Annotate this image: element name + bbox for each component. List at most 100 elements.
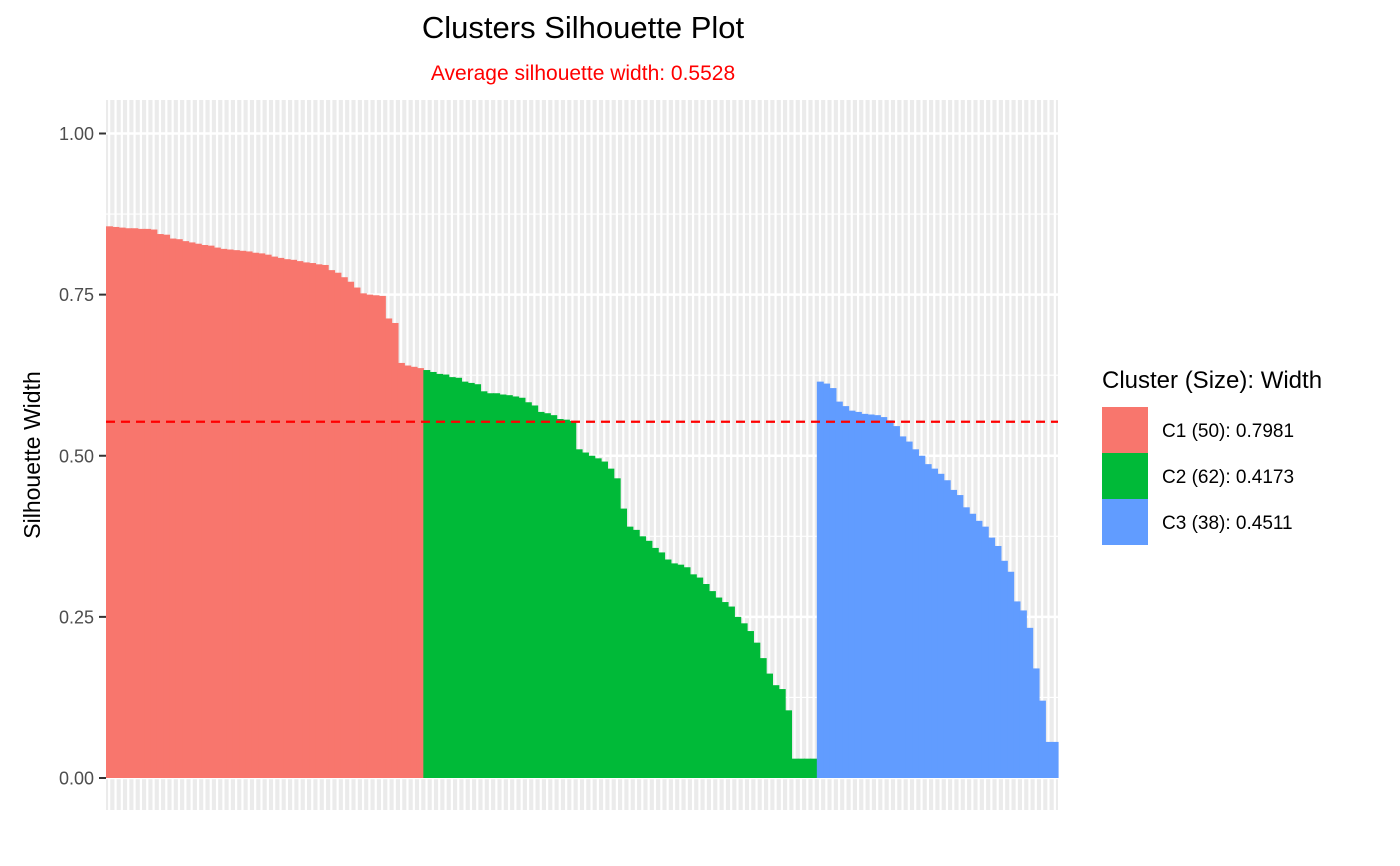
bar-c1 (106, 226, 113, 778)
bar-c2 (772, 685, 780, 778)
bar-c1 (251, 252, 259, 779)
legend-label: C2 (62): 0.4173 (1162, 467, 1294, 488)
bar-c3 (918, 455, 926, 778)
bar-c2 (702, 584, 710, 778)
legend: C1 (50): 0.7981 C2 (62): 0.4173 C3 (38): 0… (1102, 407, 1294, 545)
bar-c3 (956, 495, 964, 778)
bar-c2 (670, 563, 678, 778)
bar-c2 (486, 393, 494, 778)
bar-c2 (607, 468, 615, 778)
bar-c1 (328, 270, 336, 778)
bar-c2 (639, 536, 647, 778)
bar-c2 (575, 449, 583, 778)
bar-c1 (334, 272, 342, 778)
bar-c1 (277, 257, 285, 778)
bar-c1 (309, 263, 317, 778)
bar-c2 (550, 415, 558, 778)
bar-c3 (1038, 700, 1046, 778)
bar-c3 (854, 411, 862, 778)
bar-c2 (448, 377, 456, 778)
bar-c1 (347, 281, 355, 778)
bars (106, 226, 1059, 779)
bar-c2 (588, 455, 596, 778)
bar-c1 (226, 249, 234, 778)
bar-c1 (194, 243, 202, 778)
bar-c2 (810, 758, 818, 778)
bar-c1 (353, 287, 361, 778)
bar-c3 (842, 406, 850, 778)
bar-c3 (975, 520, 983, 778)
bar-c3 (1007, 571, 1015, 778)
y-tick-label: 0.00 (59, 769, 94, 789)
bar-c2 (715, 597, 723, 778)
bar-c2 (461, 381, 469, 778)
bar-c1 (125, 228, 132, 779)
bar-c2 (683, 567, 691, 778)
bar-c3 (994, 545, 1002, 778)
bar-c1 (283, 259, 291, 778)
bar-c2 (791, 758, 799, 778)
bar-c1 (290, 259, 297, 778)
bar-c1 (232, 250, 240, 778)
legend-swatch (1102, 407, 1148, 453)
bar-c2 (467, 382, 475, 778)
bar-c2 (594, 458, 602, 778)
bar-c2 (442, 374, 450, 778)
bar-c3 (899, 436, 907, 778)
bar-c1 (296, 261, 304, 778)
bar-c1 (163, 234, 171, 778)
bar-c1 (207, 245, 215, 778)
y-tick-label: 1.00 (59, 124, 94, 144)
bar-c2 (524, 402, 532, 778)
bar-c2 (753, 642, 761, 778)
bar-c2 (474, 384, 482, 778)
bar-c2 (696, 577, 704, 778)
bar-c2 (512, 396, 520, 778)
bar-c2 (582, 452, 589, 778)
bar-c1 (150, 229, 158, 778)
bar-c1 (372, 295, 380, 778)
bar-c3 (873, 415, 881, 778)
bar-c1 (258, 253, 266, 778)
bar-c3 (931, 468, 939, 778)
bar-c2 (493, 393, 501, 778)
y-axis: 0.00 0.25 0.50 0.75 1.00 (59, 124, 106, 789)
bar-c1 (137, 228, 145, 778)
bar-c1 (410, 366, 418, 778)
bar-c3 (988, 537, 996, 778)
bar-c2 (785, 710, 793, 778)
bar-c3 (924, 464, 932, 778)
bar-c2 (727, 606, 735, 778)
bar-c1 (391, 322, 399, 778)
bar-c1 (340, 277, 348, 778)
bar-c3 (867, 414, 875, 778)
bar-c2 (562, 419, 570, 778)
bar-c2 (677, 564, 685, 778)
bar-c2 (499, 394, 507, 778)
bar-c2 (429, 371, 437, 778)
bar-c2 (423, 370, 431, 778)
y-tick-label: 0.50 (59, 446, 94, 466)
bar-c2 (766, 673, 773, 778)
bar-c1 (156, 234, 164, 779)
bar-c1 (321, 264, 329, 779)
legend-label: C1 (50): 0.7981 (1162, 421, 1294, 442)
bar-c1 (397, 362, 405, 778)
bar-c3 (962, 507, 970, 778)
bar-c2 (556, 419, 564, 778)
y-axis-title: Silhouette Width (19, 371, 45, 538)
bar-c2 (601, 461, 608, 778)
bar-c2 (708, 591, 716, 778)
bar-c1 (245, 251, 253, 778)
bar-c3 (848, 410, 856, 778)
bar-c1 (359, 293, 367, 778)
bar-c3 (1000, 560, 1008, 778)
bar-c3 (835, 401, 843, 778)
bar-c2 (613, 478, 621, 778)
bar-c2 (664, 559, 672, 778)
bar-c2 (543, 413, 551, 778)
bar-c2 (518, 397, 526, 778)
legend-title: Cluster (Size): Width (1102, 367, 1322, 394)
bar-c3 (1013, 601, 1021, 778)
bar-c1 (118, 227, 126, 779)
